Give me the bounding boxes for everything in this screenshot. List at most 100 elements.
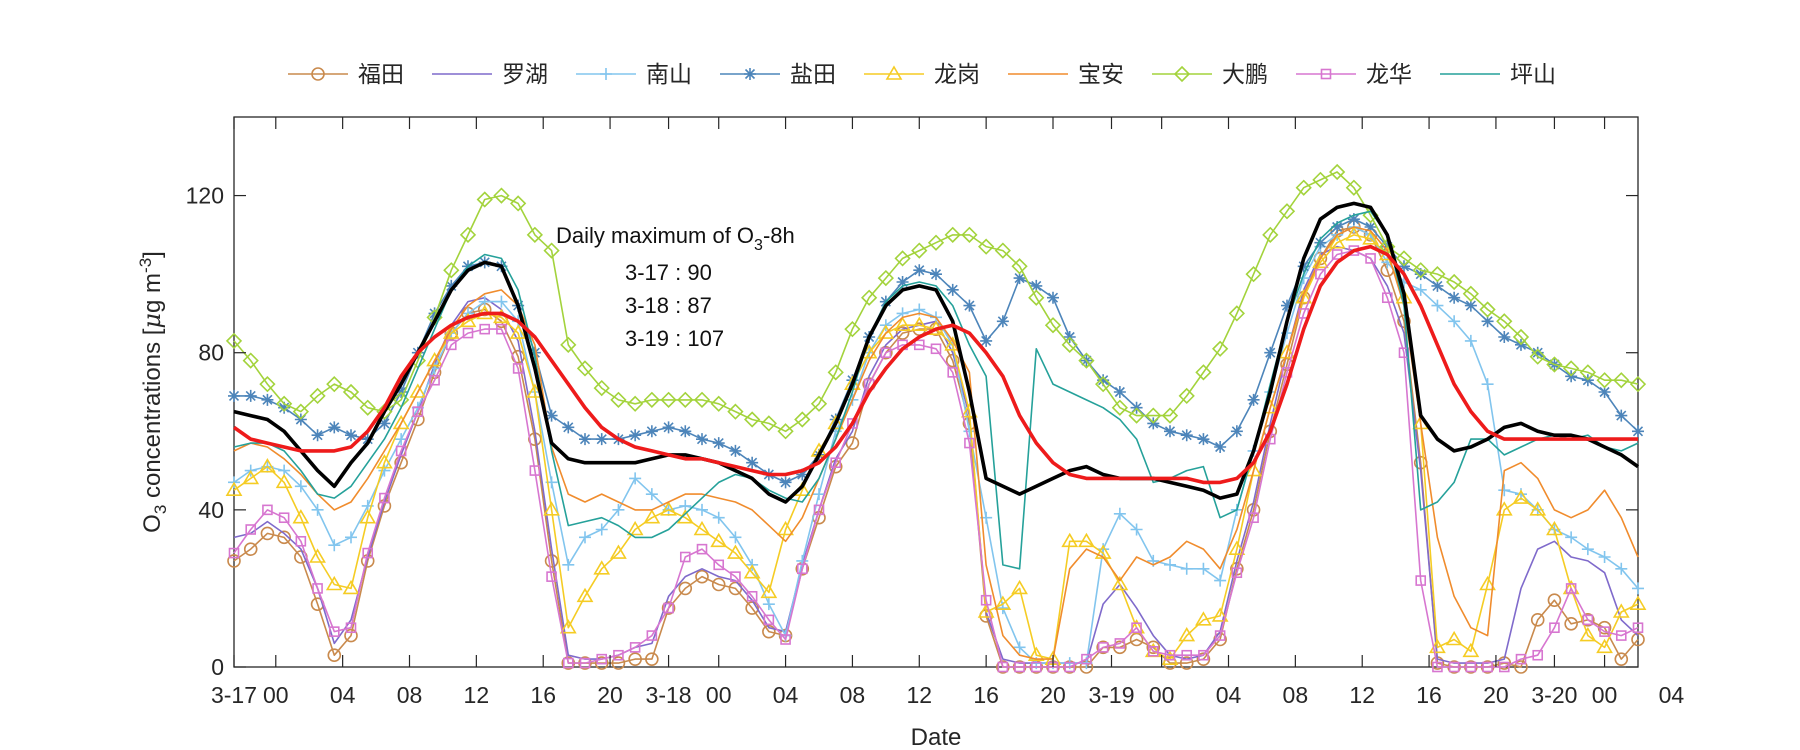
series-5-point	[1312, 253, 1329, 269]
series-1-point	[845, 436, 860, 450]
y-axis-title-unit: g m	[139, 273, 166, 313]
series-8-point	[1331, 249, 1343, 260]
series-5-point	[292, 509, 310, 524]
series-5-point	[626, 520, 644, 536]
series-11	[232, 244, 1638, 485]
series-1-point	[678, 581, 693, 596]
series-8-point	[445, 339, 457, 351]
series-4-point	[1431, 279, 1444, 292]
series-line-10	[233, 201, 1640, 504]
series-3-point	[395, 433, 408, 446]
legend-label: 坪山	[1510, 62, 1556, 88]
series-7-point	[1429, 266, 1446, 283]
series-8-point	[1198, 649, 1209, 661]
x-tick-label: 3-19	[1088, 682, 1134, 708]
series-7-point	[844, 321, 861, 338]
series-8-point	[262, 504, 273, 516]
legend-entry: 大鹏	[1152, 62, 1268, 88]
series-7-point	[276, 395, 293, 412]
series-1-point	[227, 554, 241, 568]
series-3-point	[1581, 543, 1594, 556]
series-3-point	[1180, 562, 1193, 575]
series-3-point	[1448, 315, 1461, 328]
series-1-point	[1196, 652, 1211, 666]
series-1-point	[879, 345, 893, 360]
series-3-point	[1197, 562, 1210, 575]
series-5-point	[309, 548, 326, 563]
series-4-point	[980, 334, 993, 347]
y-axis-title-sup: -3	[136, 258, 155, 273]
series-8-point	[295, 535, 307, 547]
series-7-point	[1295, 179, 1312, 196]
series-7-point	[1579, 364, 1596, 381]
legend-marker	[311, 67, 325, 81]
series-4-point	[946, 283, 959, 296]
series-7-point	[794, 411, 811, 428]
series-1-point	[260, 526, 275, 541]
series-3-point	[294, 480, 307, 493]
series-8-point	[496, 323, 507, 335]
series-3-point	[1615, 562, 1628, 575]
series-5-point	[710, 532, 728, 548]
series-1-point	[1096, 640, 1110, 655]
series-4-point	[1347, 213, 1360, 226]
series-7-point	[1479, 301, 1496, 318]
series-5-point	[877, 324, 895, 339]
series-5-point	[1512, 489, 1530, 504]
series-5-point	[409, 383, 427, 398]
legend-entry: 盐田	[720, 62, 836, 88]
series-7-point	[744, 411, 761, 428]
series-7-point	[1228, 305, 1245, 322]
series-8-point	[1532, 649, 1544, 661]
x-tick-label: 16	[973, 682, 999, 708]
y-tick-label: 120	[186, 183, 224, 209]
series-8-point	[1381, 292, 1393, 304]
series-5-point	[1161, 650, 1179, 665]
series-4-point	[445, 279, 458, 292]
series-7-point	[1145, 407, 1162, 424]
series-4-point	[361, 433, 374, 446]
series-4-point	[662, 421, 675, 434]
series-8-point	[362, 547, 374, 559]
series-7-point	[1095, 376, 1112, 393]
series-8-point	[847, 418, 858, 429]
series-1-point	[544, 554, 559, 568]
x-tick-label: 3-20	[1531, 682, 1577, 708]
series-7-point	[493, 187, 510, 204]
series-7	[225, 163, 1647, 440]
series-5-point	[827, 414, 845, 430]
series-8-point	[1081, 653, 1092, 665]
series-3-point	[311, 503, 324, 516]
series-8-point	[1515, 653, 1527, 665]
series-1-point	[611, 656, 626, 670]
series-7-point	[1345, 179, 1362, 196]
series-8-point	[312, 583, 323, 594]
series-7-point	[861, 289, 878, 306]
series-5-point	[1011, 579, 1028, 595]
series-8-point	[1448, 661, 1460, 673]
legend-label: 宝安	[1078, 62, 1124, 88]
series-7-point	[1512, 328, 1530, 346]
series-5-point	[376, 454, 393, 469]
plot-frame	[233, 116, 1639, 668]
series-8-point	[730, 571, 741, 582]
x-tick-label: 00	[1149, 682, 1175, 708]
series-5-point	[342, 579, 360, 595]
series-8-point	[345, 622, 357, 634]
series-7-point	[978, 238, 995, 255]
series-5-point	[392, 414, 410, 430]
series-1-point	[1614, 652, 1629, 666]
legend-label: 福田	[358, 62, 404, 88]
annotation-title-suffix: -8h	[763, 223, 795, 248]
series-7-point	[1128, 407, 1145, 424]
series-5-point	[1078, 532, 1095, 548]
series-7-point	[326, 376, 343, 393]
series-3-point	[378, 464, 391, 477]
series-7-point	[944, 226, 961, 243]
series-4-point	[1230, 425, 1243, 438]
x-tick-label: 20	[597, 682, 623, 708]
series-7-point	[1629, 376, 1647, 393]
series-8-point	[780, 634, 791, 645]
series-8-point	[546, 571, 557, 582]
x-tick-label: 16	[1416, 682, 1442, 708]
